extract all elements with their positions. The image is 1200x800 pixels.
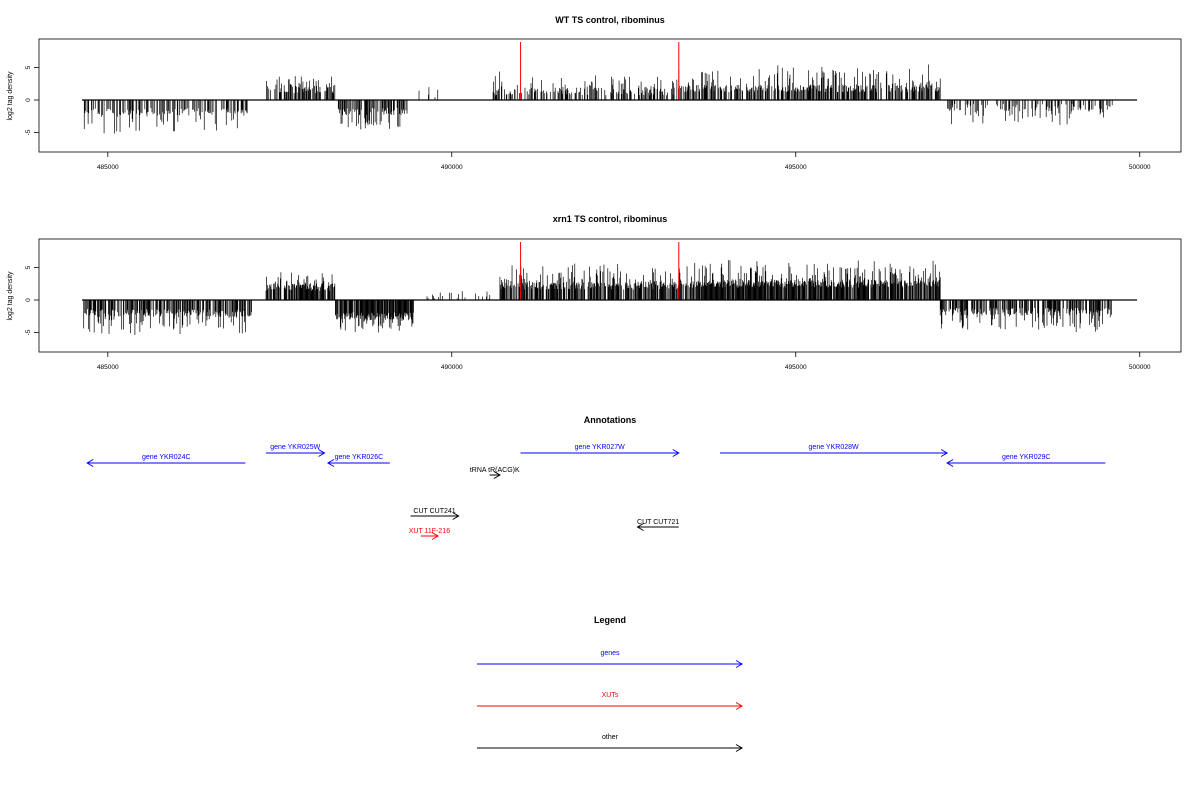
panel-wt-bars <box>83 64 1113 134</box>
feature-arrow-head <box>452 512 460 520</box>
feature-label: XUT 11F-216 <box>409 528 450 535</box>
panel-wt-ylabel: log2 tag density <box>7 71 14 121</box>
y-tick-label: 0 <box>25 298 32 302</box>
annotation-feature: gene YKR025W <box>266 444 326 457</box>
feature-label: CUT CUT241 <box>413 508 455 515</box>
annotation-feature: gene YKR026C <box>326 454 390 467</box>
y-tick-label: 5 <box>25 65 32 69</box>
annotation-feature: CUT CUT721 <box>636 519 679 531</box>
legend-items: genes XUTs other <box>477 650 743 752</box>
feature-label: gene YKR026C <box>335 454 384 461</box>
panel-xrn1: xrn1 TS control, ribominus log2 tag dens… <box>7 214 1182 371</box>
legend-item-label: XUTs <box>602 692 619 699</box>
feature-arrow-head <box>735 660 743 668</box>
annotation-feature: CUT CUT241 <box>410 508 460 520</box>
feature-arrow-head <box>431 532 440 540</box>
y-tick-label: -5 <box>25 129 32 135</box>
panel-wt-frame <box>38 38 1182 153</box>
panel-xrn1-title: xrn1 TS control, ribominus <box>553 214 668 224</box>
annotation-features: gene YKR024C gene YKR025W gene YKR026C gene… <box>86 444 1106 540</box>
feature-arrow-head <box>940 449 949 457</box>
legend-title: Legend <box>594 615 626 625</box>
panel-wt-y-axis: -5 0 5 <box>25 65 39 135</box>
panel-xrn1-ylabel: log2 tag density <box>7 271 14 321</box>
y-tick-label: 5 <box>25 265 32 269</box>
x-tick-label: 490000 <box>441 164 463 171</box>
panel-wt: WT TS control, ribominus log2 tag densit… <box>7 15 1182 171</box>
panel-xrn1-x-axis: 485000 490000 495000 500000 <box>97 352 1151 371</box>
x-tick-label: 485000 <box>97 164 119 171</box>
annotation-feature: gene YKR024C <box>86 454 246 467</box>
annotations-title: Annotations <box>584 415 637 425</box>
feature-label: gene YKR024C <box>142 454 191 461</box>
panel-xrn1-y-axis: -5 0 5 <box>25 265 39 335</box>
legend-item: genes <box>477 650 743 668</box>
feature-arrow-head <box>636 523 644 531</box>
panel-xrn1-markers <box>520 242 680 300</box>
feature-label: CUT CUT721 <box>637 519 679 526</box>
x-tick-label: 485000 <box>97 364 119 371</box>
feature-arrow-head <box>326 459 335 467</box>
annotation-feature: XUT 11F-216 <box>409 528 450 540</box>
y-tick-label: -5 <box>25 329 32 335</box>
feature-label: gene YKR025W <box>270 444 320 451</box>
feature-arrow-head <box>86 459 94 467</box>
annotation-feature: gene YKR029C <box>946 454 1106 467</box>
feature-arrow-head <box>672 449 680 457</box>
annotation-feature: gene YKR028W <box>720 444 949 457</box>
y-tick-label: 0 <box>25 98 32 102</box>
panel-wt-title: WT TS control, ribominus <box>555 15 665 25</box>
panel-wt-markers <box>520 42 680 100</box>
annotation-feature: gene YKR027W <box>520 444 680 457</box>
feature-label: gene YKR029C <box>1002 454 1051 461</box>
x-tick-label: 490000 <box>441 364 463 371</box>
x-tick-label: 495000 <box>785 164 807 171</box>
panel-xrn1-bars <box>83 260 1112 335</box>
feature-arrow-head <box>318 449 326 457</box>
legend: Legend genes XUTs other <box>477 615 743 752</box>
legend-item-label: other <box>602 734 619 741</box>
panel-xrn1-frame <box>38 238 1182 353</box>
legend-item: XUTs <box>477 692 743 710</box>
feature-label: tRNA tR(ACG)K <box>470 467 520 474</box>
feature-arrow-head <box>735 702 743 710</box>
feature-label: gene YKR027W <box>575 444 625 451</box>
panel-wt-x-axis: 485000 490000 495000 500000 <box>97 152 1151 171</box>
feature-arrow-head <box>493 471 501 479</box>
x-tick-label: 500000 <box>1129 164 1151 171</box>
feature-label: gene YKR028W <box>809 444 859 451</box>
feature-arrow-head <box>946 459 954 467</box>
legend-item: other <box>477 734 743 752</box>
feature-arrow-head <box>735 744 743 752</box>
x-tick-label: 500000 <box>1129 364 1151 371</box>
annotation-feature: tRNA tR(ACG)K <box>470 467 520 479</box>
x-tick-label: 495000 <box>785 364 807 371</box>
legend-item-label: genes <box>600 650 620 657</box>
